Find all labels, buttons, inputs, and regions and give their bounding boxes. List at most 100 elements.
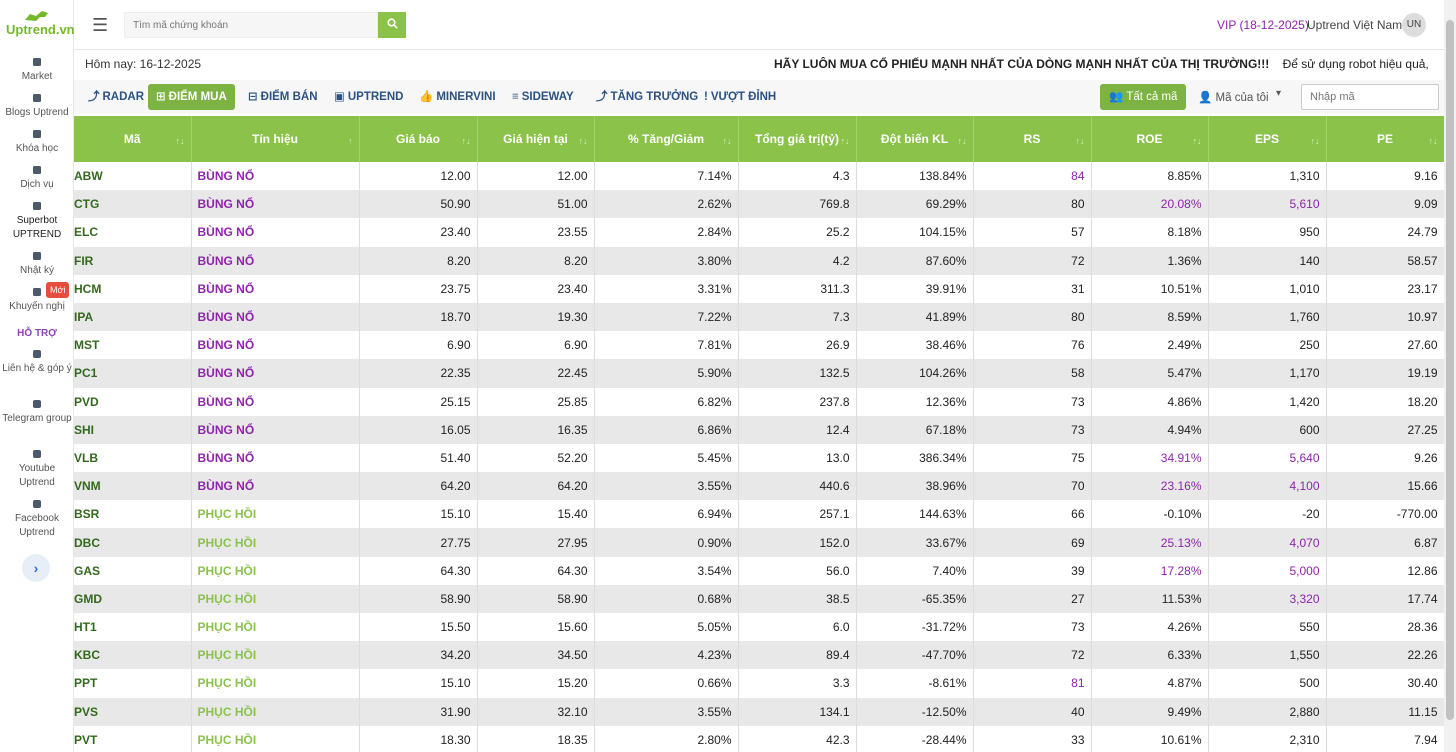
table-row[interactable]: PC1 BÙNG NỔ 22.35 22.45 5.90% 132.5 104.26% 58 5… — [74, 359, 1444, 388]
caret-down-icon[interactable]: ▾ — [1276, 88, 1282, 99]
search-button[interactable] — [378, 12, 406, 38]
sidebar-item-2[interactable]: Khóa học — [0, 128, 74, 156]
stock-code-cell[interactable]: SHI — [74, 415, 192, 444]
sort-icon[interactable]: ↑↓ — [722, 136, 732, 146]
table-row[interactable]: FIR BÙNG NỔ 8.20 8.20 3.80% 4.2 87.60% 72 1.36% 1… — [74, 246, 1444, 275]
sidebar-item-5[interactable]: Nhật ký — [0, 250, 74, 278]
stock-code-cell[interactable]: ELC — [74, 218, 192, 247]
column-header-6[interactable]: Đột biến KL ↑↓ — [856, 116, 974, 162]
column-header-4[interactable]: % Tăng/Giảm ↑↓ — [594, 116, 739, 162]
tab-1[interactable]: ⊞ ĐIỂM MUA — [148, 84, 235, 110]
column-header-5[interactable]: Tổng giá trị(tỷ) ↑↓ — [738, 116, 857, 162]
support-item-1[interactable]: Telegram group — [0, 398, 74, 426]
tab-4[interactable]: 👍 MINERVINI — [411, 84, 504, 110]
sidebar-item-3[interactable]: Dịch vụ — [0, 164, 74, 192]
sidebar-item-4[interactable]: Superbot UPTREND — [0, 200, 74, 242]
stock-code-cell[interactable]: CTG — [74, 190, 192, 219]
table-row[interactable]: PVS PHỤC HỒI 31.90 32.10 3.55% 134.1 -12.50% 40… — [74, 697, 1444, 726]
table-row[interactable]: IPA BÙNG NỔ 18.70 19.30 7.22% 7.3 41.89% 80 8.59… — [74, 302, 1444, 332]
rs-cell: 66 — [973, 500, 1092, 529]
stock-code-cell[interactable]: HCM — [74, 274, 192, 303]
stock-code-cell[interactable]: GAS — [74, 556, 192, 585]
sort-icon[interactable]: ↑↓ — [1075, 136, 1085, 146]
column-header-2[interactable]: Giá báo ↑↓ — [359, 116, 478, 162]
table-row[interactable]: GMD PHỤC HỒI 58.90 58.90 0.68% 38.5 -65.35% 27 1… — [74, 584, 1444, 613]
user-name[interactable]: Uptrend Việt Nam — [1307, 18, 1403, 32]
current-price-cell: 12.00 — [477, 162, 595, 191]
table-row[interactable]: SHI BÙNG NỔ 16.05 16.35 6.86% 12.4 67.18% 73 4.9… — [74, 415, 1444, 444]
menu-icon[interactable]: ☰ — [92, 15, 109, 35]
table-row[interactable]: HT1 PHỤC HỒI 15.50 15.60 5.05% 6.0 -31.72% 73 4.… — [74, 613, 1444, 642]
sidebar-item-1[interactable]: Blogs Uptrend — [0, 92, 74, 120]
table-row[interactable]: ABW BÙNG NỔ 12.00 12.00 7.14% 4.3 138.84% 84 8.8… — [74, 162, 1444, 191]
stock-code-cell[interactable]: KBC — [74, 641, 192, 670]
table-row[interactable]: CTG BÙNG NỔ 50.90 51.00 2.62% 769.8 69.29% 80 20… — [74, 190, 1444, 219]
sort-icon[interactable]: ↑↓ — [461, 136, 471, 146]
column-header-9[interactable]: EPS ↑↓ — [1208, 116, 1327, 162]
code-input[interactable] — [1301, 84, 1439, 110]
tab-6[interactable]: ⤴ TĂNG TRƯỞNG — [588, 84, 706, 110]
sort-icon[interactable]: ↑↓ — [578, 136, 588, 146]
volume-spike-cell: -65.35% — [856, 584, 974, 613]
sort-icon[interactable]: ↑↓ — [957, 136, 967, 146]
stock-code-cell[interactable]: BSR — [74, 500, 192, 529]
stock-code-cell[interactable]: PPT — [74, 669, 192, 698]
avatar[interactable]: UN — [1402, 13, 1426, 37]
vertical-scrollbar[interactable] — [1444, 0, 1456, 752]
stock-code-cell[interactable]: VLB — [74, 443, 192, 473]
column-header-10[interactable]: PE ↑↓ — [1326, 116, 1444, 162]
stock-code-cell[interactable]: GMD — [74, 584, 192, 613]
table-row[interactable]: HCM BÙNG NỔ 23.75 23.40 3.31% 311.3 39.91% 31 10… — [74, 274, 1444, 303]
tab-5[interactable]: ≡ SIDEWAY — [504, 84, 582, 110]
stock-code-cell[interactable]: PVD — [74, 387, 192, 416]
sort-icon[interactable]: ↑↓ — [1310, 136, 1320, 146]
tab-0[interactable]: ⤴ RADAR — [80, 84, 152, 110]
tab-3[interactable]: ▣ UPTREND — [326, 84, 411, 110]
table-row[interactable]: GAS PHỤC HỒI 64.30 64.30 3.54% 56.0 7.40% 39 17.… — [74, 556, 1444, 585]
table-row[interactable]: BSR PHỤC HỒI 15.10 15.40 6.94% 257.1 144.63% 66… — [74, 500, 1444, 529]
support-item-3[interactable]: Facebook Uptrend — [0, 498, 74, 540]
table-row[interactable]: VNM BÙNG NỔ 64.20 64.20 3.55% 440.6 38.96% 70 23… — [74, 472, 1444, 501]
tab-7[interactable]: ! VƯỢT ĐỈNH — [696, 84, 784, 110]
support-item-2[interactable]: Youtube Uptrend — [0, 448, 74, 490]
all-codes-button[interactable]: 👥 Tất cả mã — [1100, 84, 1187, 110]
stock-code-cell[interactable]: HT1 — [74, 613, 192, 642]
stock-code-cell[interactable]: PC1 — [74, 359, 192, 388]
logo[interactable]: Uptrend.vn — [6, 8, 75, 40]
sort-icon[interactable]: ↑ — [348, 136, 353, 146]
stock-code-cell[interactable]: PVT — [74, 725, 192, 752]
stock-code-cell[interactable]: VNM — [74, 472, 192, 501]
sort-icon[interactable]: ↑↓ — [175, 136, 185, 146]
column-header-0[interactable]: Mã ↑↓ — [74, 116, 192, 162]
table-row[interactable]: PVD BÙNG NỔ 25.15 25.85 6.82% 237.8 12.36% 73 4.… — [74, 387, 1444, 416]
column-header-7[interactable]: RS ↑↓ — [973, 116, 1092, 162]
scrollbar-thumb[interactable] — [1446, 20, 1454, 720]
table-row[interactable]: MST BÙNG NỔ 6.90 6.90 7.81% 26.9 38.46% 76 2.49%… — [74, 331, 1444, 360]
sort-icon[interactable]: ↑↓ — [1192, 136, 1202, 146]
sort-icon[interactable]: ↑↓ — [840, 136, 850, 146]
stock-code-cell[interactable]: IPA — [74, 302, 192, 332]
table-row[interactable]: KBC PHỤC HỒI 34.20 34.50 4.23% 89.4 -47.70% 72 6… — [74, 641, 1444, 670]
column-header-3[interactable]: Giá hiện tại ↑↓ — [477, 116, 595, 162]
sidebar-item-0[interactable]: Market — [0, 56, 74, 84]
column-header-8[interactable]: ROE ↑↓ — [1091, 116, 1209, 162]
sort-icon[interactable]: ↑↓ — [1428, 136, 1438, 146]
sidebar-item-6[interactable]: Khuyến nghị Mới — [0, 282, 74, 314]
table-row[interactable]: PVT PHỤC HỒI 18.30 18.35 2.80% 42.3 -28.44% 33 1… — [74, 725, 1444, 752]
my-codes-dropdown[interactable]: 👤 Mã của tôi — [1198, 92, 1269, 104]
table-row[interactable]: ELC BÙNG NỔ 23.40 23.55 2.84% 25.2 104.15% 57 8.… — [74, 218, 1444, 247]
table-row[interactable]: PPT PHỤC HỒI 15.10 15.20 0.66% 3.3 -8.61% 81 4.8… — [74, 669, 1444, 698]
tab-2[interactable]: ⊟ ĐIỂM BÁN — [240, 84, 326, 110]
search-input[interactable] — [124, 12, 378, 38]
stock-code-cell[interactable]: PVS — [74, 697, 192, 726]
table-row[interactable]: DBC PHỤC HỒI 27.75 27.95 0.90% 152.0 33.67% 69 2… — [74, 528, 1444, 557]
table-row[interactable]: VLB BÙNG NỔ 51.40 52.20 5.45% 13.0 386.34% 75 34… — [74, 443, 1444, 473]
stock-code-cell[interactable]: FIR — [74, 246, 192, 275]
stock-code-cell[interactable]: ABW — [74, 162, 192, 191]
column-header-1[interactable]: Tín hiệu ↑ — [191, 116, 360, 162]
stock-code-cell[interactable]: MST — [74, 331, 192, 360]
expand-sidebar-button[interactable]: › — [22, 554, 50, 582]
stock-code-cell[interactable]: DBC — [74, 528, 192, 557]
support-item-0[interactable]: Liên hệ & góp ý — [0, 348, 74, 376]
column-header-label: Giá hiện tại — [503, 132, 568, 146]
